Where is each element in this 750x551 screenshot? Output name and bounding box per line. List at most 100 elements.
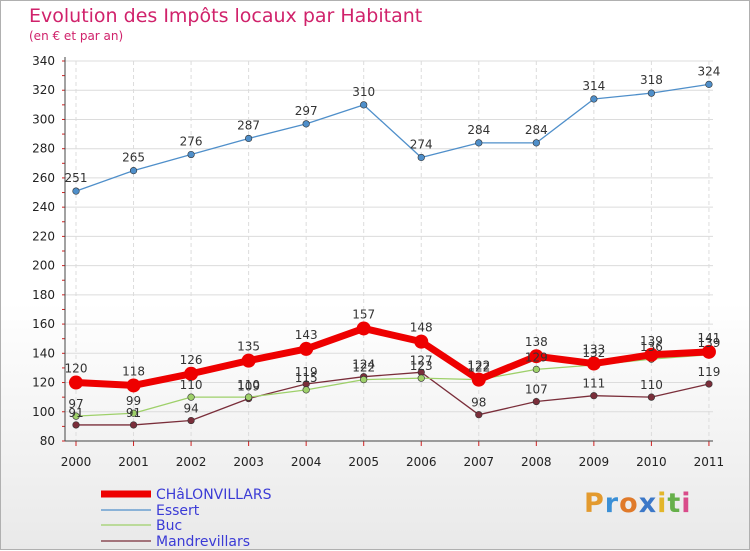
point-ch-lonvillars-2007 xyxy=(471,372,486,387)
y-tick-label-340: 340 xyxy=(32,54,55,68)
data-label-ch-lonvillars-2000: 120 xyxy=(65,362,88,376)
data-label-essert-2006: 274 xyxy=(410,137,433,151)
point-ch-lonvillars-2003 xyxy=(241,353,256,368)
data-label-essert-2009: 314 xyxy=(582,79,605,93)
x-tick-label-2007: 2007 xyxy=(464,455,495,469)
point-ch-lonvillars-2008 xyxy=(529,349,544,364)
y-tick-label-240: 240 xyxy=(32,200,55,214)
point-essert-2003 xyxy=(245,134,253,143)
data-label-mandrevillars-2007: 98 xyxy=(471,396,486,410)
point-buc-2005 xyxy=(360,376,368,384)
axes: 80 100 120 140 160 180 200 220 240 260 280 300 320 34… xyxy=(32,54,724,469)
series-layer xyxy=(69,80,716,429)
point-mandrevillars-2000 xyxy=(72,421,80,429)
series-line-essert xyxy=(75,83,710,192)
x-tick-label-2000: 2000 xyxy=(61,455,92,469)
data-label-mandrevillars-2009: 111 xyxy=(582,377,605,391)
point-essert-2007 xyxy=(475,139,483,147)
data-label-essert-2005: 310 xyxy=(352,85,375,99)
point-essert-2011 xyxy=(705,80,713,88)
data-label-essert-2007: 284 xyxy=(467,123,490,137)
data-label-mandrevillars-2008: 107 xyxy=(525,383,548,397)
data-label-essert-2003: 287 xyxy=(237,118,260,132)
data-label-mandrevillars-2003: 109 xyxy=(237,380,260,394)
series-line-mandrevillars xyxy=(75,371,710,426)
point-buc-2000 xyxy=(72,412,80,420)
point-buc-2003 xyxy=(245,393,253,401)
point-ch-lonvillars-2005 xyxy=(356,321,371,336)
data-label-ch-lonvillars-2004: 143 xyxy=(295,328,318,342)
y-tick-label-80: 80 xyxy=(40,434,55,448)
y-tick-label-300: 300 xyxy=(32,112,55,126)
point-mandrevillars-2011 xyxy=(705,380,713,388)
logo-letter: o xyxy=(619,488,639,519)
y-tick-label-120: 120 xyxy=(32,376,55,390)
data-label-ch-lonvillars-2009: 133 xyxy=(582,343,605,357)
point-buc-2001 xyxy=(129,409,138,417)
point-ch-lonvillars-2002 xyxy=(184,366,199,381)
grid xyxy=(65,60,713,442)
data-label-mandrevillars-2001: 91 xyxy=(126,406,141,420)
logo-letter: t xyxy=(667,488,682,519)
y-tick-label-260: 260 xyxy=(32,171,55,185)
data-label-mandrevillars-2011: 119 xyxy=(697,365,720,379)
y-tick-label-280: 280 xyxy=(32,142,55,156)
point-mandrevillars-2010 xyxy=(647,393,656,401)
legend-label-ch-lonvillars: CHâLONVILLARS xyxy=(156,487,272,503)
x-tick-label-2002: 2002 xyxy=(176,455,207,469)
x-tick-label-2011: 2011 xyxy=(694,455,725,469)
data-label-buc-2007: 122 xyxy=(467,361,490,375)
data-label-buc-2003: 110 xyxy=(237,378,260,392)
point-ch-lonvillars-2010 xyxy=(644,347,659,362)
y-tick-label-160: 160 xyxy=(32,317,55,331)
data-label-buc-2000: 97 xyxy=(68,397,83,411)
x-tick-label-2009: 2009 xyxy=(579,455,610,469)
x-tick-label-2010: 2010 xyxy=(636,455,667,469)
point-essert-2009 xyxy=(590,95,598,103)
point-ch-lonvillars-2000 xyxy=(69,375,83,390)
y-tick-label-220: 220 xyxy=(32,229,55,243)
data-label-essert-2008: 284 xyxy=(525,123,548,137)
chart-title: Evolution des Impôts locaux par Habitant xyxy=(29,5,423,27)
y-tick-label-180: 180 xyxy=(32,288,55,302)
x-tick-label-2003: 2003 xyxy=(233,455,264,469)
data-label-essert-2001: 265 xyxy=(122,151,145,165)
logo-letter: i xyxy=(657,488,668,519)
data-label-mandrevillars-2002: 94 xyxy=(183,402,198,416)
x-tick-label-2005: 2005 xyxy=(348,455,379,469)
data-label-buc-2011: 139 xyxy=(697,336,720,350)
logo-letter: r xyxy=(604,488,620,519)
data-label-ch-lonvillars-2006: 148 xyxy=(410,321,433,335)
data-label-ch-lonvillars-2001: 118 xyxy=(122,364,145,378)
data-label-ch-lonvillars-2005: 157 xyxy=(352,307,375,321)
y-tick-label-320: 320 xyxy=(32,83,55,97)
y-tick-label-140: 140 xyxy=(32,346,55,360)
point-essert-2005 xyxy=(360,101,368,109)
point-essert-2000 xyxy=(72,187,80,195)
data-label-buc-2009: 132 xyxy=(582,346,605,360)
data-label-buc-2001: 99 xyxy=(126,394,141,408)
point-ch-lonvillars-2004 xyxy=(299,341,314,356)
data-label-buc-2008: 129 xyxy=(525,350,548,364)
point-ch-lonvillars-2001 xyxy=(126,378,141,393)
point-mandrevillars-2001 xyxy=(129,421,138,429)
data-label-mandrevillars-2000: 91 xyxy=(68,406,83,420)
data-label-buc-2005: 122 xyxy=(352,361,375,375)
series-line-ch-lonvillars xyxy=(72,324,713,389)
point-mandrevillars-2008 xyxy=(532,397,540,406)
point-ch-lonvillars-2006 xyxy=(414,334,429,349)
x-tick-label-2006: 2006 xyxy=(406,455,437,469)
data-label-essert-2004: 297 xyxy=(295,104,318,118)
data-label-ch-lonvillars-2007: 122 xyxy=(467,359,490,373)
data-label-buc-2004: 115 xyxy=(295,371,318,385)
point-ch-lonvillars-2009 xyxy=(586,356,601,371)
x-tick-label-2001: 2001 xyxy=(118,455,149,469)
data-label-ch-lonvillars-2011: 141 xyxy=(697,331,720,345)
legend-label-buc: Buc xyxy=(156,518,182,534)
point-buc-2004 xyxy=(302,386,310,394)
data-label-mandrevillars-2006: 127 xyxy=(410,353,433,367)
data-label-essert-2000: 251 xyxy=(65,171,88,185)
